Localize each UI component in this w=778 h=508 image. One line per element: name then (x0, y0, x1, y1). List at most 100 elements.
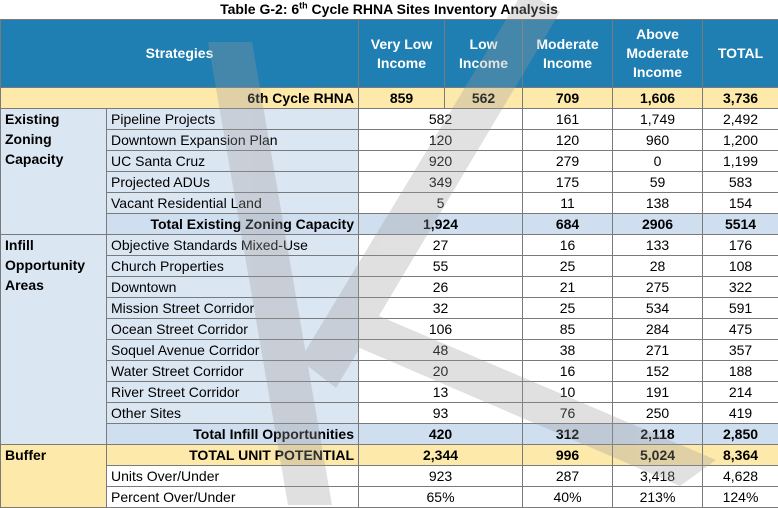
rhna-total: 3,736 (703, 88, 778, 109)
rhna-sites-table: Strategies Very Low Income Low Income Mo… (0, 19, 778, 508)
row-label: Units Over/Under (107, 466, 359, 487)
cell-moderate: 76 (523, 403, 613, 424)
cell-total: 154 (703, 193, 778, 214)
cell-moderate: 684 (523, 214, 613, 235)
header-above-moderate: Above Moderate Income (613, 20, 703, 88)
cell-moderate: 161 (523, 109, 613, 130)
cell-above-moderate: 5,024 (613, 445, 703, 466)
cell-lower-income: 65% (359, 487, 523, 508)
cell-lower-income: 5 (359, 193, 523, 214)
buffer-group-label: Buffer (1, 445, 107, 508)
cell-lower-income: 26 (359, 277, 523, 298)
cell-moderate: 287 (523, 466, 613, 487)
cell-above-moderate: 28 (613, 256, 703, 277)
infill-total-label: Total Infill Opportunities (107, 424, 359, 445)
cell-lower-income: 2,344 (359, 445, 523, 466)
rhna-above-moderate: 1,606 (613, 88, 703, 109)
cell-total: 188 (703, 361, 778, 382)
row-label: Mission Street Corridor (107, 298, 359, 319)
cell-above-moderate: 2,118 (613, 424, 703, 445)
cell-total: 108 (703, 256, 778, 277)
cell-lower-income: 923 (359, 466, 523, 487)
cell-total: 591 (703, 298, 778, 319)
cell-above-moderate: 3,418 (613, 466, 703, 487)
infill-group-label: Infill Opportunity Areas (1, 235, 107, 445)
row-label: Projected ADUs (107, 172, 359, 193)
cell-total: 214 (703, 382, 778, 403)
row-label: Objective Standards Mixed-Use (107, 235, 359, 256)
cell-lower-income: 120 (359, 130, 523, 151)
cell-total: 357 (703, 340, 778, 361)
cell-above-moderate: 0 (613, 151, 703, 172)
cell-moderate: 10 (523, 382, 613, 403)
cell-moderate: 996 (523, 445, 613, 466)
cell-total: 2,850 (703, 424, 778, 445)
cell-total: 5514 (703, 214, 778, 235)
header-low: Low Income (445, 20, 523, 88)
row-label: Pipeline Projects (107, 109, 359, 130)
row-label: Ocean Street Corridor (107, 319, 359, 340)
cell-moderate: 85 (523, 319, 613, 340)
table-title: Table G-2: 6th Cycle RHNA Sites Inventor… (0, 0, 778, 19)
cell-above-moderate: 2906 (613, 214, 703, 235)
cell-moderate: 21 (523, 277, 613, 298)
cell-total: 4,628 (703, 466, 778, 487)
cell-lower-income: 20 (359, 361, 523, 382)
cell-above-moderate: 138 (613, 193, 703, 214)
cell-above-moderate: 960 (613, 130, 703, 151)
cell-total: 1,199 (703, 151, 778, 172)
cell-total: 475 (703, 319, 778, 340)
header-strategies: Strategies (1, 20, 359, 88)
cell-moderate: 312 (523, 424, 613, 445)
cell-above-moderate: 1,749 (613, 109, 703, 130)
rhna-very-low: 859 (359, 88, 445, 109)
row-label: Water Street Corridor (107, 361, 359, 382)
header-very-low: Very Low Income (359, 20, 445, 88)
cell-above-moderate: 284 (613, 319, 703, 340)
existing-group-label: Existing Zoning Capacity (1, 109, 107, 235)
cell-above-moderate: 275 (613, 277, 703, 298)
cell-above-moderate: 59 (613, 172, 703, 193)
cell-lower-income: 48 (359, 340, 523, 361)
cell-above-moderate: 250 (613, 403, 703, 424)
row-label: UC Santa Cruz (107, 151, 359, 172)
cell-above-moderate: 133 (613, 235, 703, 256)
row-label: Percent Over/Under (107, 487, 359, 508)
rhna-label: 6th Cycle RHNA (1, 88, 359, 109)
cell-lower-income: 349 (359, 172, 523, 193)
cell-moderate: 25 (523, 256, 613, 277)
row-label: Other Sites (107, 403, 359, 424)
cell-moderate: 279 (523, 151, 613, 172)
cell-total: 1,200 (703, 130, 778, 151)
cell-moderate: 38 (523, 340, 613, 361)
cell-lower-income: 420 (359, 424, 523, 445)
header-total: TOTAL (703, 20, 778, 88)
cell-moderate: 16 (523, 235, 613, 256)
row-label: Soquel Avenue Corridor (107, 340, 359, 361)
cell-above-moderate: 152 (613, 361, 703, 382)
cell-above-moderate: 213% (613, 487, 703, 508)
cell-moderate: 11 (523, 193, 613, 214)
rhna-low: 562 (445, 88, 523, 109)
cell-lower-income: 1,924 (359, 214, 523, 235)
cell-total: 583 (703, 172, 778, 193)
cell-lower-income: 920 (359, 151, 523, 172)
header-moderate: Moderate Income (523, 20, 613, 88)
row-label: Vacant Residential Land (107, 193, 359, 214)
cell-lower-income: 32 (359, 298, 523, 319)
cell-lower-income: 27 (359, 235, 523, 256)
cell-moderate: 175 (523, 172, 613, 193)
